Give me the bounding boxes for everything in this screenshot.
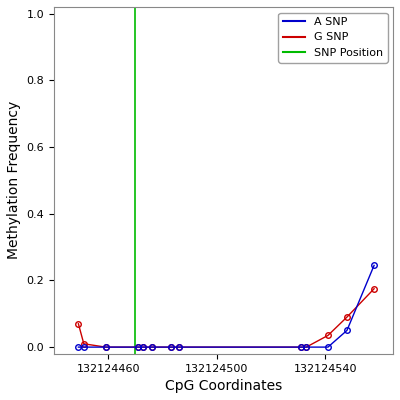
Y-axis label: Methylation Frequency: Methylation Frequency [7,101,21,260]
Legend: A SNP, G SNP, SNP Position: A SNP, G SNP, SNP Position [278,12,388,62]
X-axis label: CpG Coordinates: CpG Coordinates [165,379,282,393]
